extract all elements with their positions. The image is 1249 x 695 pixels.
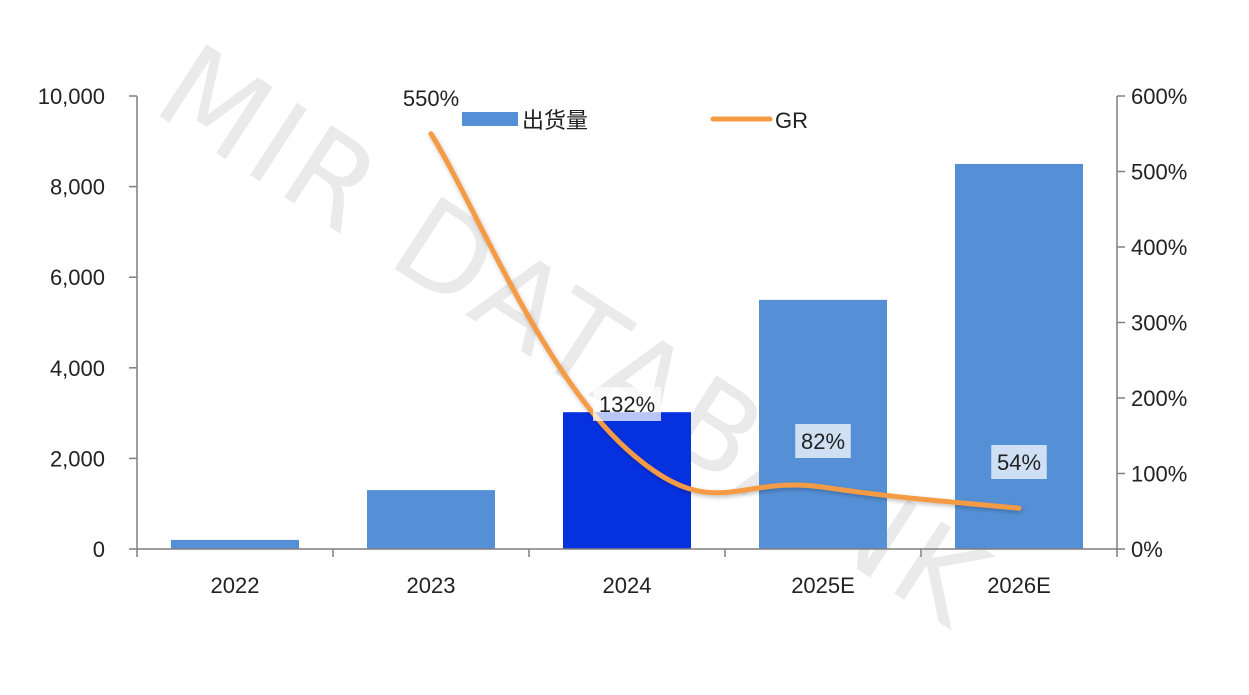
y-right-tick-label: 300% [1131,311,1187,336]
legend-bar-label: 出货量 [522,108,588,133]
gr-data-label: 132% [599,392,655,417]
x-axis-ticks: 2022 2023 2024 2025E 2026E [136,549,1118,598]
gr-data-label-bg [795,424,851,458]
y-left-tick-label: 10,000 [38,84,105,109]
legend-line-label: GR [775,108,808,133]
x-tick-label: 2026E [987,573,1051,598]
legend-bar-swatch [462,112,518,126]
bar-2026E [955,163,1083,549]
y-right-tick-label: 100% [1131,462,1187,487]
y-axis-right-ticks: 0% 100% 200% 300% 400% 500% 600% [1117,84,1187,562]
y-left-tick-label: 4,000 [50,356,105,381]
y-left-tick-label: 8,000 [50,175,105,200]
bar-2022 [171,539,299,549]
y-left-tick-label: 2,000 [50,446,105,471]
legend: 出货量 GR [462,108,808,133]
x-tick-label: 2024 [603,573,652,598]
growth-rate-line [428,131,1022,511]
gr-data-label-bg [593,387,661,421]
y-left-tick-label: 6,000 [50,265,105,290]
y-right-tick-label: 400% [1131,235,1187,260]
y-right-tick-label: 200% [1131,386,1187,411]
x-tick-label: 2022 [211,573,260,598]
gr-data-label: 54% [997,450,1041,475]
gr-data-label-bg [991,445,1047,479]
y-axis-left-ticks: 0 2,000 4,000 6,000 8,000 10,000 [38,84,137,562]
bar-2023 [367,490,495,549]
x-tick-label: 2025E [791,573,855,598]
y-left-tick-label: 0 [93,537,105,562]
y-right-tick-label: 600% [1131,84,1187,109]
gr-data-label: 82% [801,429,845,454]
y-right-tick-label: 500% [1131,160,1187,185]
growth-line-group [428,131,1022,511]
y-right-tick-label: 0% [1131,537,1163,562]
x-tick-label: 2023 [407,573,456,598]
gr-data-label: 550% [403,86,459,111]
data-label-group: 550% 132% 82% 54% [403,86,1047,479]
bar-group [171,163,1083,549]
